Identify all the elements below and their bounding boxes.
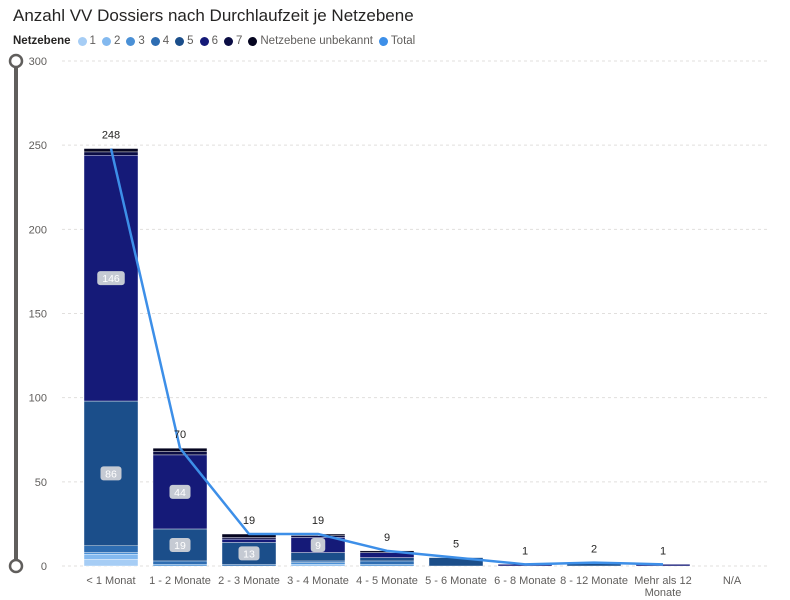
segment-data-label-bg <box>97 271 125 286</box>
legend-label: Netzebene unbekannt <box>260 35 373 47</box>
legend-dot-icon <box>378 36 388 46</box>
legend-item-7[interactable]: 7 <box>223 35 243 47</box>
segment-data-label-text: 86 <box>105 468 117 480</box>
segment-data-label: 19 <box>169 537 191 552</box>
segment-data-label-text: 146 <box>102 273 120 285</box>
legend-dot-icon <box>199 36 209 46</box>
bar-segment-1-monat-netzebene-2[interactable] <box>83 554 139 560</box>
legend-dot-icon <box>77 36 87 46</box>
legend-label: Total <box>390 35 416 47</box>
total-data-label: 5 <box>453 539 459 551</box>
x-tick-label: 3 - 4 Monate <box>287 575 349 587</box>
bar-segment-2-3-monate-netzebene-7[interactable] <box>221 537 277 540</box>
bar-segment-3-4-monate-netzebene-7[interactable] <box>290 535 346 538</box>
legend-dot-icon <box>101 36 111 46</box>
x-tick-label: 5 - 6 Monate <box>425 575 487 587</box>
segment-data-label-text: 19 <box>174 540 186 552</box>
legend-item-2[interactable]: 2 <box>101 35 121 47</box>
y-tick-label: 150 <box>29 309 47 321</box>
legend-label: 6 <box>211 35 218 47</box>
bar-segment-3-4-monate-netzebene-3[interactable] <box>290 562 346 565</box>
x-tick-label: N/A <box>723 575 742 587</box>
legend-label: 4 <box>162 35 170 47</box>
y-range-slider-handle-top[interactable] <box>8 53 24 69</box>
bar-segment-4-5-monate-netzebene-4[interactable] <box>359 560 415 565</box>
total-data-label: 70 <box>174 429 186 441</box>
x-tick-label: 8 - 12 Monate <box>560 575 628 587</box>
legend-item-6[interactable]: 6 <box>199 35 218 47</box>
y-tick-label: 250 <box>29 140 47 152</box>
x-tick-label: 2 - 3 Monate <box>218 575 280 587</box>
bar-segment-3-4-monate-netzebene-2[interactable] <box>290 564 346 567</box>
bar-segment-2-3-monate-netzebene-4[interactable] <box>221 564 277 567</box>
total-data-label: 19 <box>312 515 324 527</box>
bar-segment-4-5-monate-netzebene-5[interactable] <box>359 557 415 562</box>
legend-item-1[interactable]: 1 <box>77 35 96 47</box>
x-tick-label: 6 - 8 Monate <box>494 575 556 587</box>
bar-segment-1-2-monate-netzebene-7[interactable] <box>152 451 208 456</box>
segment-data-label-bg <box>238 546 260 561</box>
chart-title: Anzahl VV Dossiers nach Durchlaufzeit je… <box>13 6 414 25</box>
y-tick-label: 200 <box>29 224 47 236</box>
legend: Netzebene 1 2 3 4 5 6 7 Netzebene unbekannt Tota… <box>13 34 421 48</box>
legend-dot-icon <box>223 36 233 46</box>
segment-data-label-text: 9 <box>315 540 321 552</box>
legend-item-total[interactable]: Total <box>378 35 416 47</box>
total-line[interactable] <box>109 148 664 566</box>
legend-dot-icon <box>175 36 185 46</box>
segment-data-label-bg <box>100 466 122 481</box>
bar-segment-1-monat-netzebene-3[interactable] <box>83 552 139 555</box>
y-tick-label: 50 <box>35 477 47 489</box>
legend-item-5[interactable]: 5 <box>175 35 194 47</box>
segment-data-label-bg <box>310 537 326 552</box>
x-tick-label: 4 - 5 Monate <box>356 575 418 587</box>
legend-label: 3 <box>138 35 145 47</box>
legend-dot-icon <box>126 36 136 46</box>
segment-data-label-bg <box>169 484 191 499</box>
segment-data-label: 13 <box>238 546 260 561</box>
bar-segment-2-3-monate-netzebene-6[interactable] <box>221 538 277 543</box>
bar-segment-1-2-monate-netzebene-3[interactable] <box>152 564 208 567</box>
x-tick-label: Mehr als 12 Monate <box>634 575 691 599</box>
segment-data-label-text: 13 <box>243 548 255 560</box>
bar-segment-4-5-monate-netzebene-3[interactable] <box>359 564 415 567</box>
segment-data-label-text: 44 <box>174 487 186 499</box>
bar-segment-1-2-monate-netzebene-4[interactable] <box>152 560 208 565</box>
segment-data-label: 86 <box>100 466 122 481</box>
segment-data-label: 146 <box>97 271 125 286</box>
legend-label: 1 <box>89 35 96 47</box>
y-tick-label: 100 <box>29 393 47 405</box>
total-data-label: 1 <box>522 545 528 557</box>
legend-item-netzebene-unbekannt[interactable]: Netzebene unbekannt <box>248 35 373 47</box>
total-data-label: 1 <box>660 545 666 557</box>
legend-label: 7 <box>235 35 243 47</box>
legend-dot-icon <box>150 36 160 46</box>
legend-item-3[interactable]: 3 <box>126 35 145 47</box>
bar-segment-3-4-monate-netzebene-4[interactable] <box>290 560 346 563</box>
legend-label: 2 <box>113 35 121 47</box>
bar-segment-3-4-monate-netzebene-5[interactable] <box>290 552 346 562</box>
total-data-label: 19 <box>243 515 255 527</box>
y-tick-label: 300 <box>29 56 47 68</box>
x-tick-label: < 1 Monat <box>86 575 135 587</box>
bar-segment-1-monat-netzebene-1[interactable] <box>83 559 139 567</box>
legend-title: Netzebene <box>13 35 71 47</box>
segment-data-label: 9 <box>310 537 326 552</box>
total-data-label: 2 <box>591 544 597 556</box>
x-tick-label: 1 - 2 Monate <box>149 575 211 587</box>
bar-segment-1-monat-netzebene-4[interactable] <box>83 545 139 553</box>
total-data-label: 248 <box>102 130 120 142</box>
y-range-slider-handle-bottom[interactable] <box>8 558 24 574</box>
legend-item-4[interactable]: 4 <box>150 35 170 47</box>
segment-data-label-bg <box>169 537 191 552</box>
legend-dot-icon <box>248 36 258 46</box>
y-tick-label: 0 <box>41 561 47 573</box>
total-data-label: 9 <box>384 532 390 544</box>
segment-data-label: 44 <box>169 484 191 499</box>
legend-label: 5 <box>187 35 194 47</box>
